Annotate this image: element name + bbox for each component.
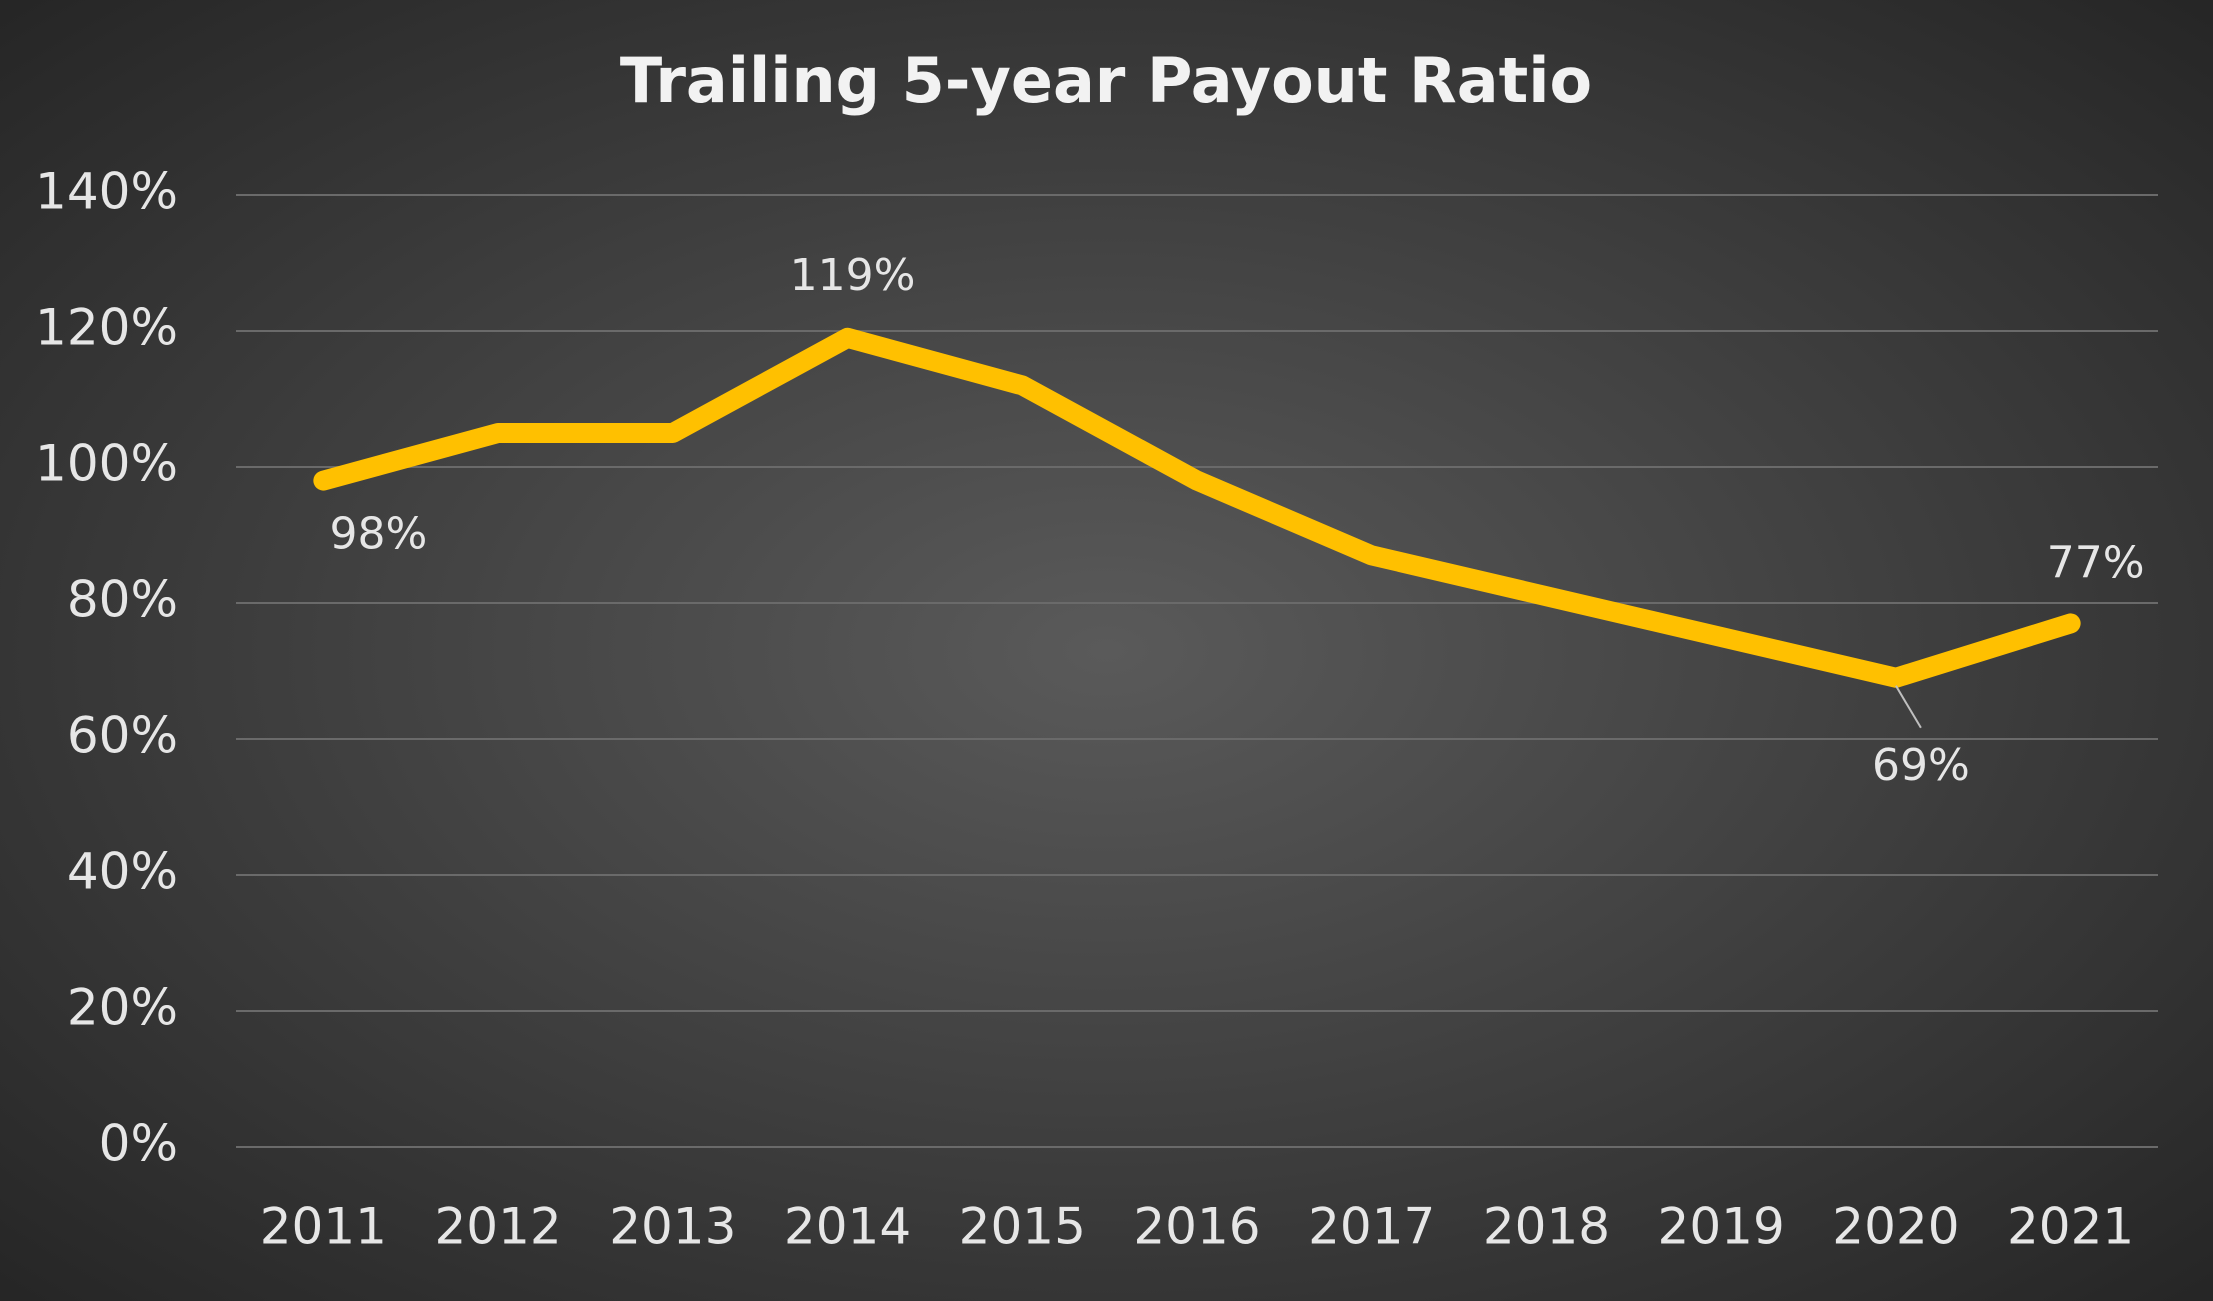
data-label: 98% (329, 509, 427, 560)
leader-line (1895, 685, 1922, 729)
y-tick-label: 60% (67, 707, 178, 765)
x-tick-label: 2016 (1133, 1198, 1260, 1256)
y-tick-label: 20% (67, 979, 178, 1037)
y-tick-label: 140% (35, 163, 178, 221)
x-tick-label: 2021 (2007, 1198, 2134, 1256)
x-tick-label: 2012 (434, 1198, 561, 1256)
chart-title: Trailing 5-year Payout Ratio (620, 44, 1592, 117)
x-tick-label: 2017 (1308, 1198, 1435, 1256)
x-tick-label: 2011 (260, 1198, 387, 1256)
x-tick-label: 2014 (784, 1198, 911, 1256)
y-tick-label: 120% (35, 299, 178, 357)
y-tick-label: 80% (67, 571, 178, 629)
x-tick-label: 2019 (1658, 1198, 1785, 1256)
y-tick-label: 40% (67, 843, 178, 901)
data-label: 77% (2047, 537, 2145, 588)
y-tick-label: 100% (35, 435, 178, 493)
data-label: 69% (1872, 740, 1970, 791)
data-label: 119% (790, 250, 916, 301)
x-tick-label: 2015 (959, 1198, 1086, 1256)
x-tick-label: 2013 (609, 1198, 736, 1256)
x-tick-label: 2020 (1832, 1198, 1959, 1256)
line-series (313, 327, 2081, 688)
x-tick-label: 2018 (1483, 1198, 1610, 1256)
y-tick-label: 0% (99, 1115, 178, 1173)
